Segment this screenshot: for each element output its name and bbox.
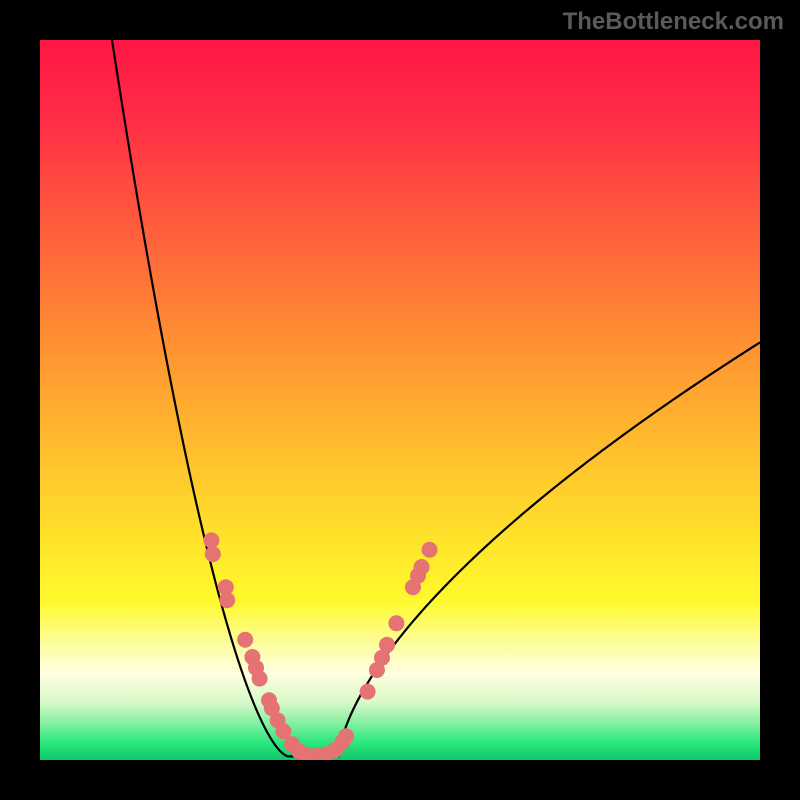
data-marker [205,546,221,562]
data-marker [388,615,404,631]
data-marker [237,632,253,648]
data-marker [252,671,268,687]
data-marker [379,637,395,653]
watermark-text: TheBottleneck.com [563,8,784,36]
data-marker [203,532,219,548]
data-marker [414,559,430,575]
data-marker [360,684,376,700]
gradient-background [40,40,760,760]
data-marker [338,728,354,744]
data-marker [422,542,438,558]
chart-svg [40,40,760,760]
chart-plot-area [40,40,760,760]
data-marker [219,592,235,608]
